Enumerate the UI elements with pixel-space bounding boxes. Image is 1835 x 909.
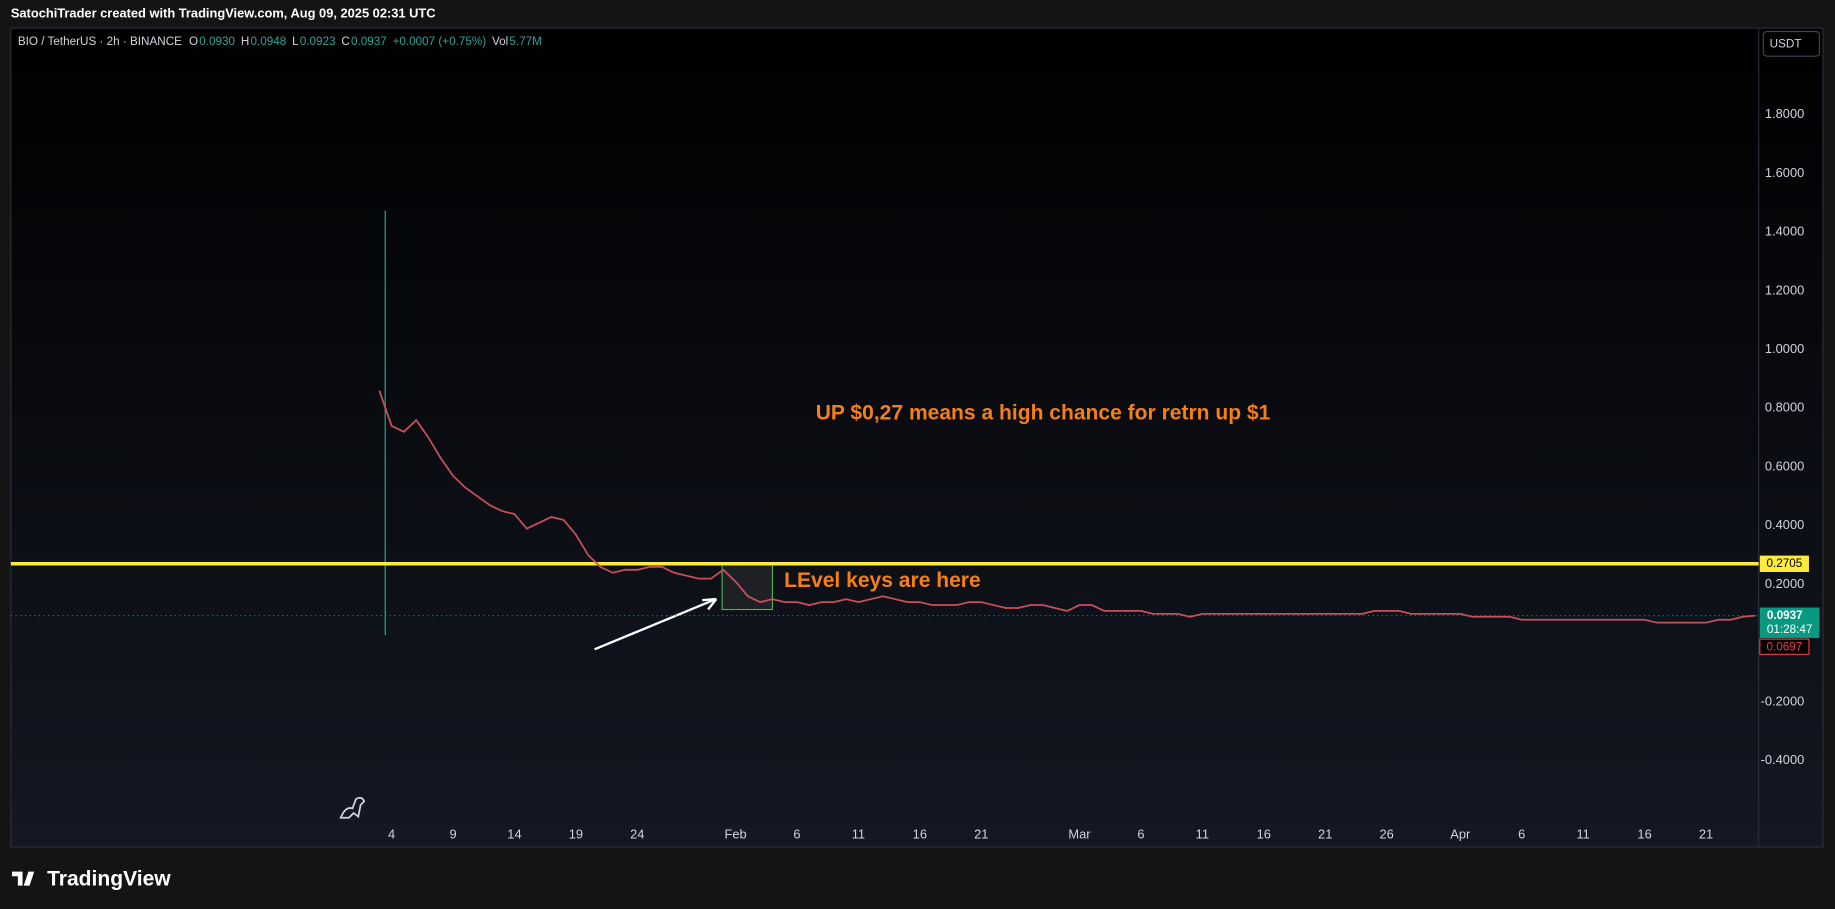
y-tick-label: 1.2000 (1765, 282, 1804, 297)
y-tick-label: 1.4000 (1765, 224, 1804, 239)
x-tick-label: 11 (852, 827, 865, 842)
symbol: BIO / TetherUS · 2h · BINANCE (18, 35, 182, 48)
credit: SatochiTrader created with TradingView.c… (11, 5, 436, 20)
x-tick-label: 16 (1257, 827, 1271, 842)
ohlc-legend: O 0.0930 H 0.0948 L 0.0923 C 0.0937 +0.0007 (+0.… (189, 35, 542, 48)
ohlc-value: 0.0923 (300, 35, 336, 48)
x-tick-label: 11 (1576, 827, 1589, 842)
arrow (594, 597, 717, 651)
x-tick-label: 6 (1518, 827, 1525, 842)
currency[interactable]: USDT (1770, 38, 1802, 51)
ohlc-key: O (189, 35, 198, 48)
box-drawing (721, 563, 774, 611)
price-line (378, 390, 1756, 624)
plot: -0.4000 -0.2000 0.2000 0.4000 0.6000 0.8000 1.… (10, 106, 1820, 842)
volume-key: Vol (492, 35, 508, 48)
logo-mark (12, 871, 35, 886)
ohlc-value: 0.0948 (250, 35, 286, 48)
x-tick-label: 6 (1137, 827, 1144, 842)
x-tick-label: 21 (974, 827, 988, 842)
y-tick-label: 0.6000 (1765, 458, 1804, 473)
x-tick-label: Feb (724, 827, 746, 842)
x-tick-label: 24 (630, 827, 644, 842)
change: +0.0007 (+0.75%) (393, 35, 487, 48)
level-label: 0.2705 (1767, 557, 1803, 570)
y-tick-label: 0.8000 (1765, 400, 1804, 415)
x-tick-label: 26 (1379, 827, 1393, 842)
y-tick-label: 1.6000 (1765, 165, 1804, 180)
y-tick-label: -0.4000 (1761, 752, 1805, 767)
chart-frame (10, 27, 1824, 848)
x-tick-label: 9 (449, 827, 456, 842)
brand: TradingView (47, 867, 171, 890)
low-tag (1759, 638, 1810, 655)
annotation: UP $0,27 means a high chance for retrn u… (816, 402, 1271, 425)
ohlc-value: 0.0937 (351, 35, 387, 48)
y-tick-label: 1.0000 (1765, 341, 1804, 356)
ohlc-key: L (292, 35, 299, 48)
ohlc-key: H (241, 35, 249, 48)
arrow-head (702, 597, 718, 611)
y-tick-label: -0.2000 (1761, 693, 1805, 708)
last-price-label: 0.0937 (1767, 609, 1803, 622)
x-tick-label: 21 (1318, 827, 1332, 842)
x-tick-label: 11 (1196, 827, 1209, 842)
logo: TradingView (12, 867, 171, 890)
x-tick-label: 4 (388, 827, 395, 842)
x-tick-label: Mar (1068, 827, 1091, 842)
last-price-tag (1759, 607, 1820, 638)
countdown: 01:28:47 (1767, 623, 1812, 636)
dino-icon (339, 796, 366, 819)
low-label: 0.0697 (1767, 640, 1803, 653)
annotation: LEvel keys are here (784, 569, 981, 592)
ohlc-key: C (341, 35, 349, 48)
level-tag (1759, 555, 1809, 572)
ohlc-value: 0.0930 (199, 35, 235, 48)
x-tick-label: Apr (1450, 827, 1471, 842)
y-tick-label: 1.8000 (1765, 106, 1804, 121)
x-tick-label: 19 (569, 827, 583, 842)
y-tick-label: 0.2000 (1765, 576, 1804, 591)
x-tick-label: 16 (913, 827, 927, 842)
x-tick-label: 16 (1637, 827, 1651, 842)
x-tick-label: 21 (1699, 827, 1713, 842)
x-tick-label: 6 (793, 827, 800, 842)
currency-button[interactable] (1762, 31, 1821, 57)
y-tick-label: 0.4000 (1765, 517, 1804, 532)
volume: 5.77M (509, 35, 541, 48)
x-tick-label: 14 (507, 827, 521, 842)
